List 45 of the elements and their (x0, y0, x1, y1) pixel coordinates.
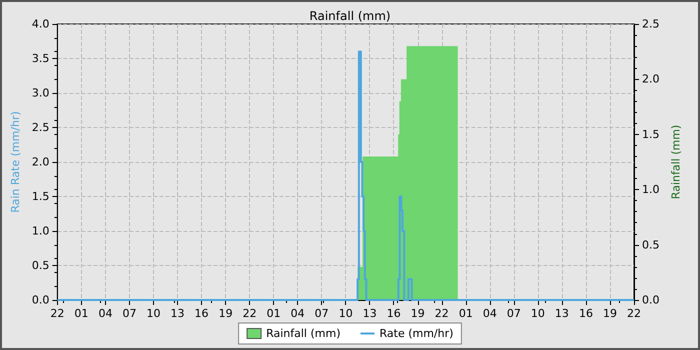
x-tick-label: 13 (170, 307, 185, 320)
x-tick-label: 04 (482, 307, 497, 320)
y2-tick-label: 2.5 (642, 18, 660, 30)
x-tick-label: 19 (218, 307, 233, 320)
y-tick-label: 0.0 (32, 294, 50, 306)
x-tick-label: 22 (242, 307, 257, 320)
x-tick-label: 01 (458, 307, 473, 320)
x-tick-label: 22 (50, 307, 64, 320)
x-tick-label: 22 (627, 307, 641, 320)
x-tick-label: 13 (362, 307, 377, 320)
x-tick-label: 19 (602, 307, 617, 320)
x-tick-label: 04 (290, 307, 305, 320)
chart-title: Rainfall (mm) (309, 9, 391, 23)
x-tick-label: 07 (506, 307, 521, 320)
y-tick-label: 1.0 (32, 224, 50, 238)
x-tick-label: 04 (98, 307, 112, 320)
y-axis-title: Rain Rate (mm/hr) (9, 111, 22, 213)
legend-label: Rate (mm/hr) (379, 327, 454, 340)
x-tick-label: 10 (338, 307, 353, 320)
x-tick-label: 16 (578, 307, 593, 320)
y-tick-label: 0.5 (32, 259, 50, 272)
x-tick-label: 01 (74, 307, 88, 320)
x-tick-label: 10 (146, 307, 160, 320)
y-tick-label: 4.0 (32, 18, 50, 30)
x-tick-label: 22 (434, 307, 449, 320)
y2-tick-label: 2.0 (642, 72, 660, 86)
x-tick-label: 16 (386, 307, 401, 320)
x-tick-label: 01 (266, 307, 281, 320)
x-tick-label: 19 (410, 307, 425, 320)
x-tick-label: 07 (122, 307, 136, 320)
x-tick-label: 13 (554, 307, 569, 320)
x-tick-label: 10 (530, 307, 545, 320)
y2-tick-label: 1.0 (642, 183, 660, 196)
x-tick-label: 16 (194, 307, 209, 320)
x-tick-label: 07 (314, 307, 329, 320)
y2-tick-label: 0.0 (642, 294, 660, 306)
y2-tick-label: 0.5 (642, 238, 660, 252)
y2-axis-title: Rainfall (mm) (669, 124, 682, 200)
y-tick-label: 1.5 (32, 190, 50, 203)
y-tick-label: 3.5 (32, 52, 50, 65)
y-tick-label: 2.5 (32, 121, 50, 134)
legend-label: Rainfall (mm) (266, 327, 340, 340)
y-tick-label: 3.0 (32, 86, 50, 100)
y2-tick-label: 1.5 (642, 128, 660, 141)
y-tick-label: 2.0 (32, 156, 50, 168)
